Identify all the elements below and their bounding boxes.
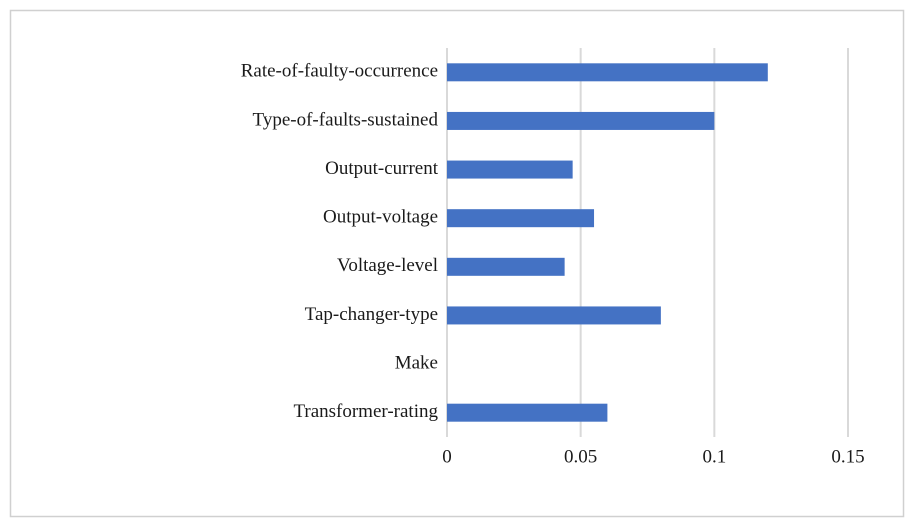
x-tick-label: 0.15	[831, 446, 864, 467]
bar	[447, 63, 768, 82]
bar	[447, 306, 661, 325]
y-tick-label: Type-of-faults-sustained	[253, 109, 439, 130]
bar	[447, 403, 608, 422]
bar	[447, 160, 573, 179]
bar	[447, 257, 565, 276]
y-tick-label: Output-current	[325, 158, 439, 179]
y-tick-label: Make	[395, 352, 438, 373]
x-tick-label: 0.05	[564, 446, 597, 467]
x-tick-label: 0	[442, 446, 452, 467]
y-tick-label: Transformer-rating	[293, 401, 438, 422]
y-tick-label: Output-voltage	[323, 207, 438, 228]
y-tick-label: Rate-of-faulty-occurrence	[241, 61, 438, 82]
bar	[447, 111, 715, 130]
y-tick-label: Voltage-level	[337, 255, 438, 276]
bar	[447, 209, 595, 228]
y-tick-label: Tap-changer-type	[305, 304, 438, 325]
x-tick-label: 0.1	[702, 446, 726, 467]
